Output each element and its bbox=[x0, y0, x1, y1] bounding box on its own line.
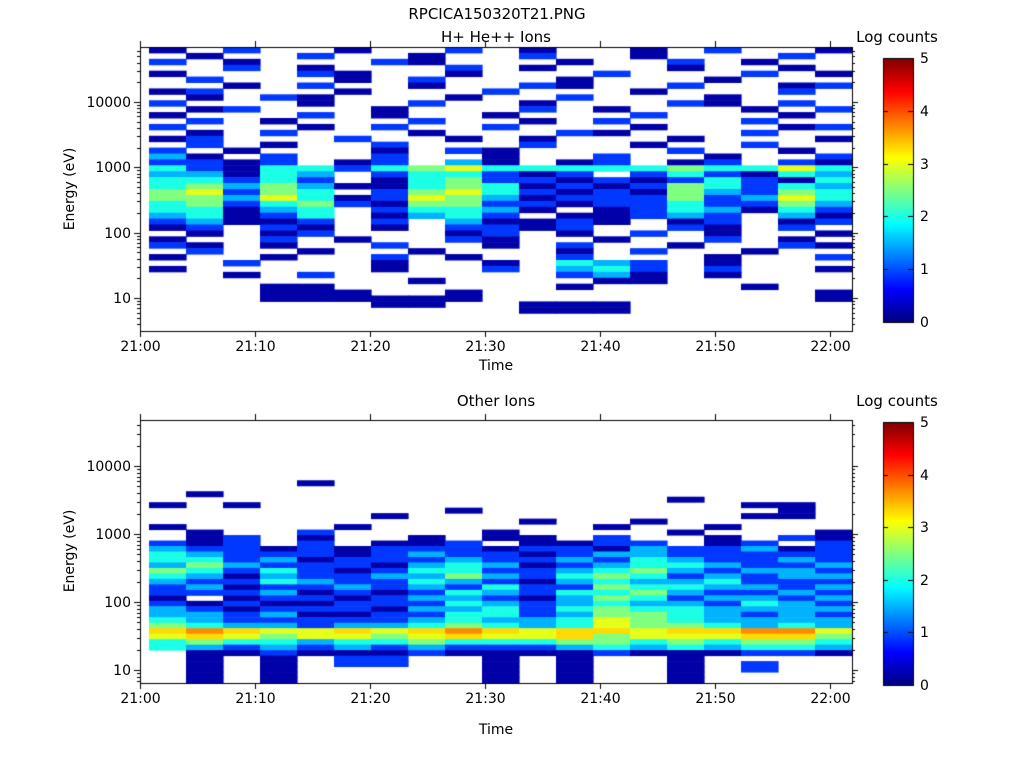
x-tick-label: 21:40 bbox=[580, 691, 621, 707]
colorbar-tick-label: 4 bbox=[920, 467, 929, 484]
panel-2-x-axis-label: Time bbox=[478, 722, 514, 738]
x-tick-label: 21:50 bbox=[695, 691, 736, 707]
panel-2-y-axis-label: Energy (eV) bbox=[62, 509, 78, 593]
x-tick-label: 21:10 bbox=[235, 691, 276, 707]
x-tick-label: 21:00 bbox=[120, 339, 161, 355]
colorbar-tick-label: 5 bbox=[920, 414, 929, 431]
x-tick-label: 21:40 bbox=[580, 339, 621, 355]
colorbar-1-title: Log counts bbox=[856, 28, 938, 46]
colorbar-tick-label: 2 bbox=[920, 572, 929, 589]
colorbar-tick-label: 1 bbox=[920, 624, 929, 641]
x-tick-label: 22:00 bbox=[810, 339, 851, 355]
y-tick-label: 10000 bbox=[86, 458, 131, 475]
figure-title: RPCICA150320T21.PNG bbox=[408, 5, 586, 23]
x-tick-label: 22:00 bbox=[810, 691, 851, 707]
colorbar-tick-label: 1 bbox=[920, 261, 929, 278]
y-tick-label: 1000 bbox=[95, 159, 131, 176]
x-tick-label: 21:20 bbox=[350, 691, 391, 707]
colorbar-tick-label: 2 bbox=[920, 208, 929, 225]
x-tick-label: 21:00 bbox=[120, 691, 161, 707]
y-tick-label: 1000 bbox=[95, 526, 131, 543]
x-tick-label: 21:50 bbox=[695, 339, 736, 355]
x-tick-label: 21:20 bbox=[350, 339, 391, 355]
panel-1-title: H+ He++ Ions bbox=[441, 28, 551, 46]
x-tick-label: 21:30 bbox=[465, 339, 506, 355]
y-tick-label: 100 bbox=[104, 594, 131, 611]
panel-1-x-axis-label: Time bbox=[478, 358, 514, 374]
y-tick-label: 100 bbox=[104, 225, 131, 242]
colorbar-2-title: Log counts bbox=[856, 392, 938, 410]
colorbar-tick-label: 3 bbox=[920, 156, 929, 173]
y-tick-label: 10 bbox=[113, 662, 131, 679]
colorbar-tick-label: 5 bbox=[920, 50, 929, 67]
x-tick-label: 21:10 bbox=[235, 339, 276, 355]
x-tick-label: 21:30 bbox=[465, 691, 506, 707]
panel-1-y-axis-label: Energy (eV) bbox=[62, 147, 78, 231]
y-tick-label: 10 bbox=[113, 290, 131, 307]
colorbar-tick-label: 4 bbox=[920, 103, 929, 120]
colorbar-tick-label: 3 bbox=[920, 519, 929, 536]
y-tick-label: 10000 bbox=[86, 94, 131, 111]
colorbar-tick-label: 0 bbox=[920, 314, 929, 331]
panel-2-title: Other Ions bbox=[456, 392, 536, 410]
colorbar-tick-label: 0 bbox=[920, 677, 929, 694]
